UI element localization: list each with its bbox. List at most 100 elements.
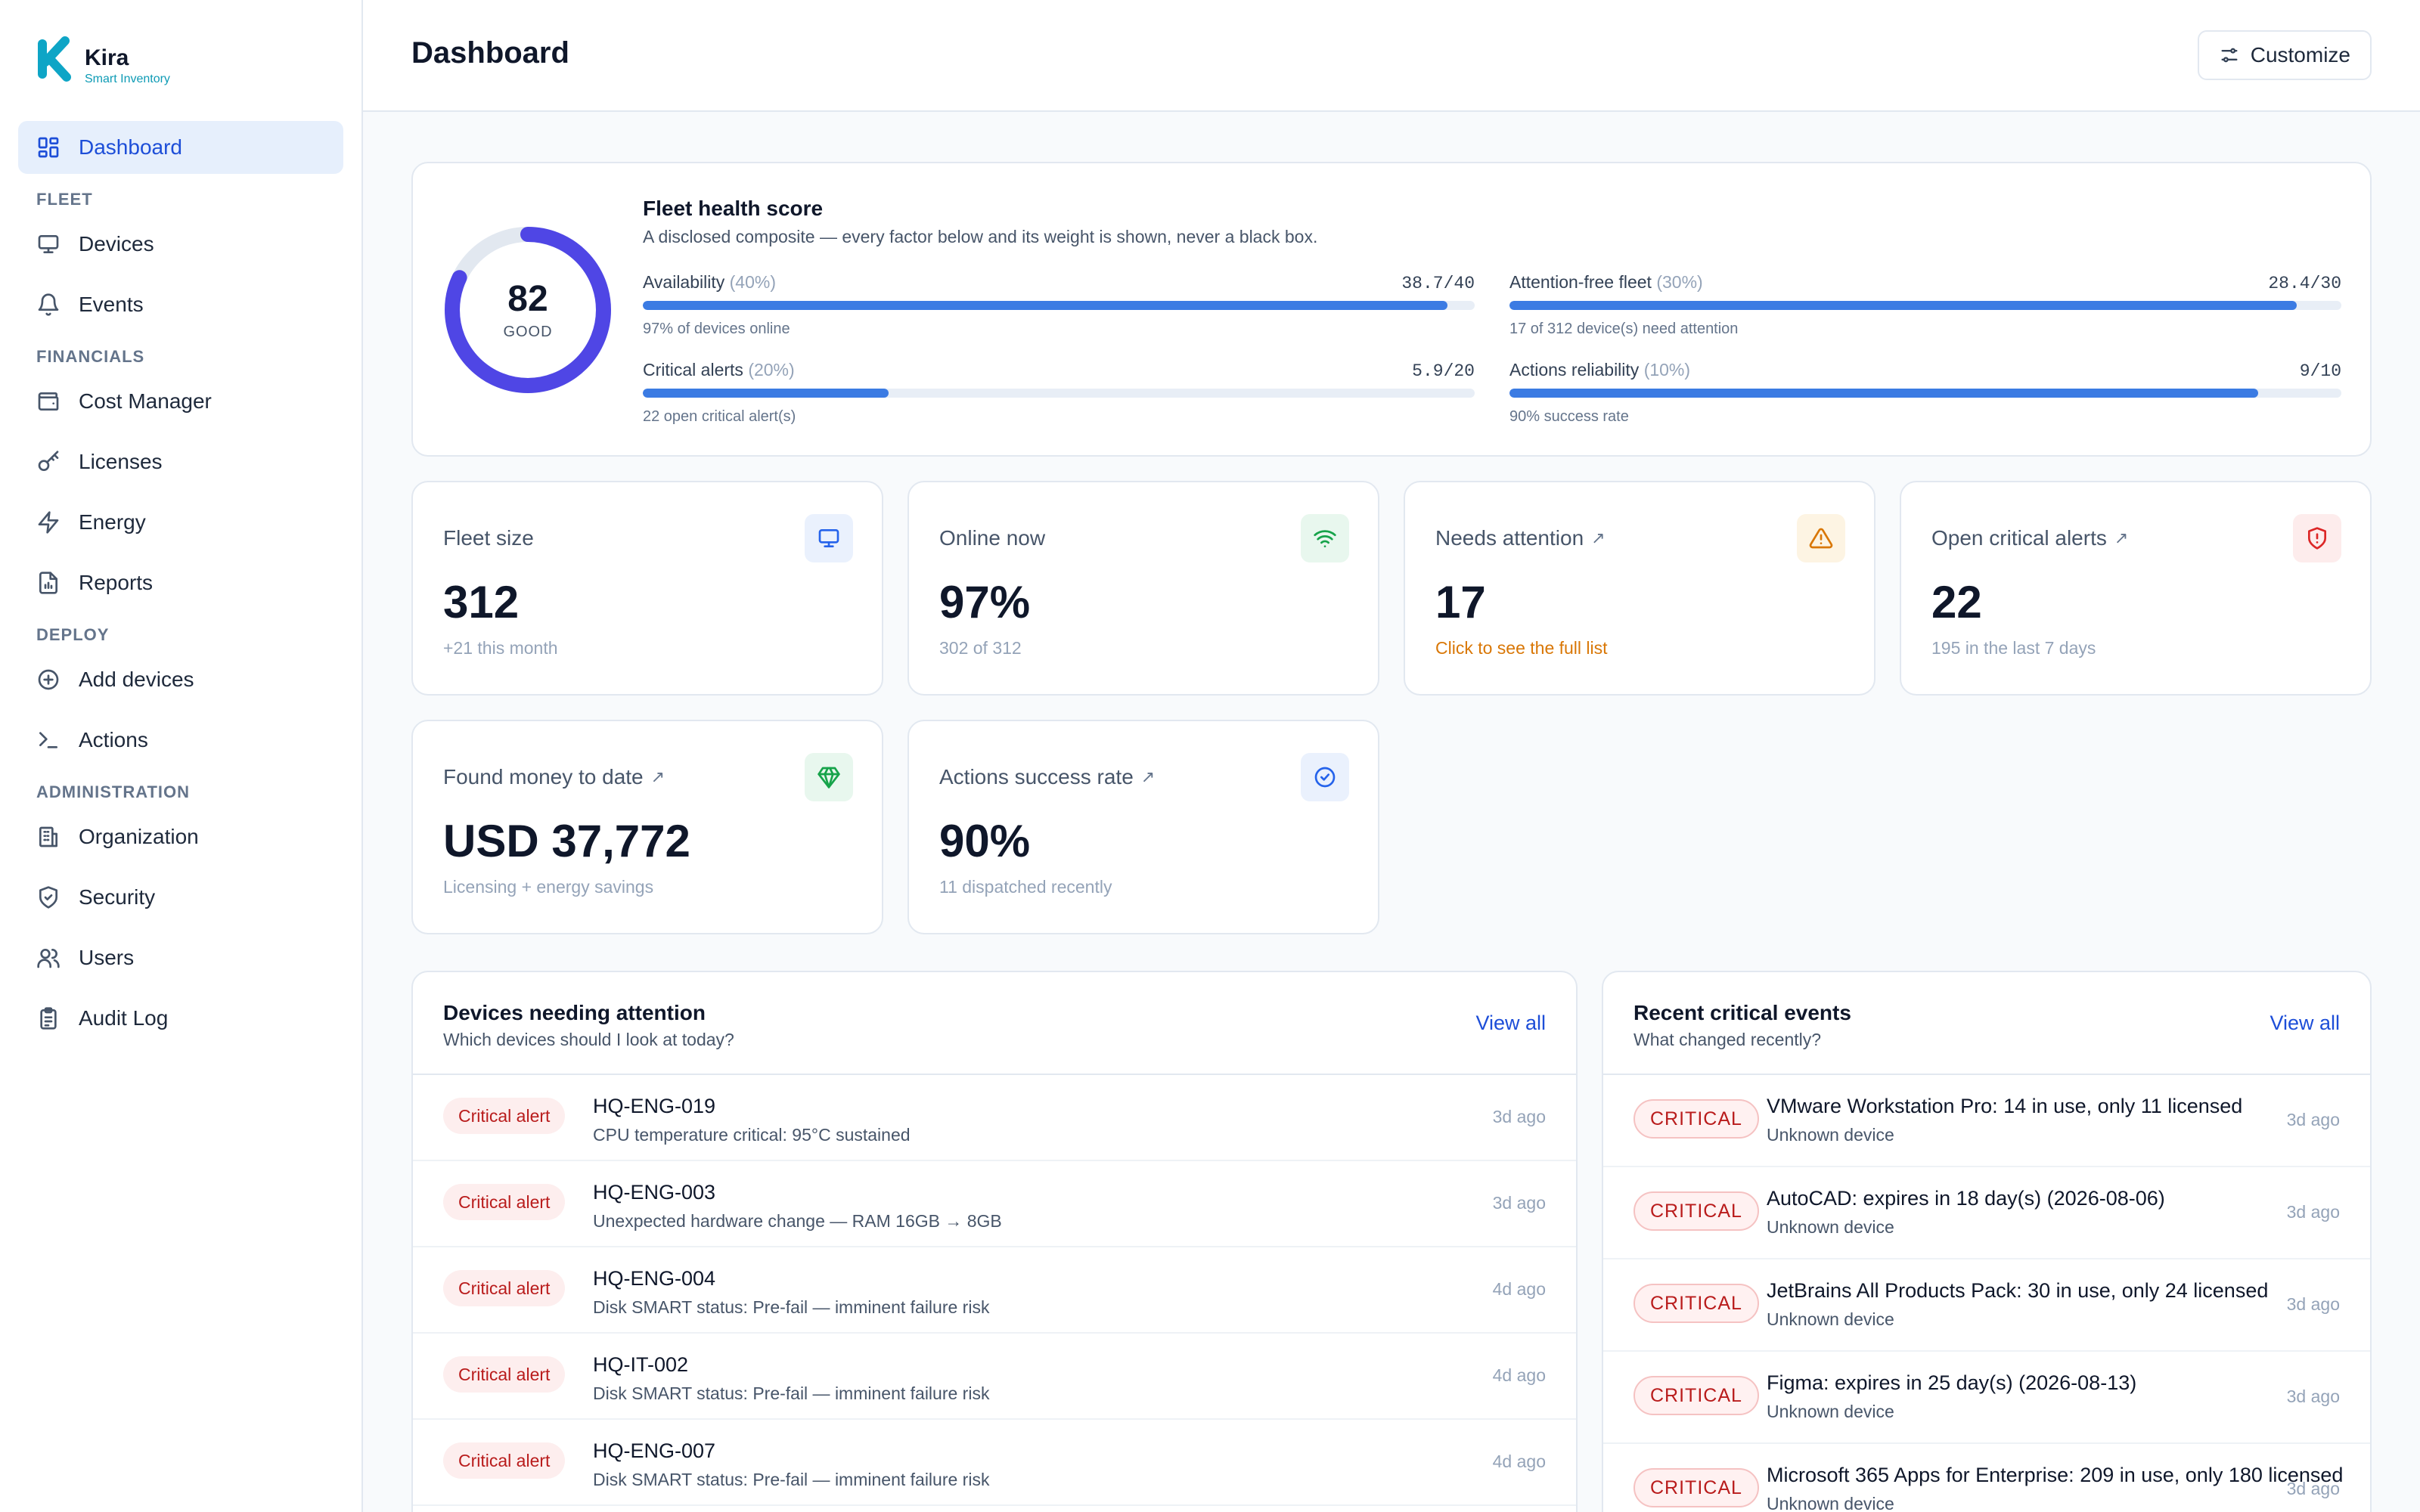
list-item[interactable]: CRITICAL Microsoft 365 Apps for Enterpri… [1603,1444,2370,1512]
health-factor-critical-alerts: Critical alerts (20%) 5.9/20 22 open cri… [643,360,1475,426]
event-title: JetBrains All Products Pack: 30 in use, … [1767,1279,2269,1302]
stat-title-label: Open critical alerts [1931,526,2107,550]
list-item[interactable]: CRITICAL Figma: expires in 25 day(s) (20… [1603,1352,2370,1444]
lightning-icon [38,511,59,534]
sidebar-item-users[interactable]: Users [18,931,343,984]
report-icon [39,572,57,594]
devices-needing-attention-card: Devices needing attention Which devices … [411,971,1578,1512]
sidebar-item-label: Reports [79,571,154,594]
sidebar-nav: Dashboard FLEET Devices Events FINANCIAL… [18,121,343,1052]
stat-card-actions-success-rate[interactable]: Actions success rate ↗ 90% 11 dispatched … [908,720,1379,934]
table-row[interactable]: Critical alert HQ-IT-002 Disk SMART stat… [413,1334,1576,1420]
dashboard-icon [38,137,59,158]
view-all-devices-link[interactable]: View all [1475,1012,1546,1034]
stat-title-label: Needs attention [1435,526,1584,550]
stat-icon-wrap [1301,514,1349,562]
stat-title: Found money to date ↗ [443,765,665,789]
see-full-list-link[interactable]: Click to see the full list [1435,638,1608,658]
stat-card-found-money[interactable]: Found money to date ↗ USD 37,772 Licensin… [411,720,883,934]
external-arrow-icon: ↗ [1140,767,1156,786]
event-device: Unknown device [1767,1494,1894,1512]
customize-label: Customize [2250,43,2350,67]
status-badge: Critical alert [443,1098,566,1134]
table-row[interactable]: Critical alert HQ-ENG-003 Unexpected har… [413,1161,1576,1247]
sidebar-item-audit-log[interactable]: Audit Log [18,992,343,1045]
clipboard-icon [40,1007,57,1030]
customize-button[interactable]: Customize [2197,30,2372,80]
terminal-icon [39,732,57,748]
row-time: 3d ago [2286,1110,2340,1129]
factor-name: Attention-free fleet (30%) [1509,272,1703,293]
sidebar-section-fleet: FLEET [36,190,93,209]
stat-sub: 302 of 312 [939,638,1022,658]
sidebar-item-label: Dashboard [79,135,182,159]
sidebar-item-events[interactable]: Events [18,278,343,331]
stat-icon-wrap [2293,514,2341,562]
stat-title-label: Fleet size [443,526,534,550]
stat-value: 17 [1435,577,1486,627]
stat-icon-wrap [805,514,853,562]
sidebar-item-security[interactable]: Security [18,871,343,924]
factor-name: Actions reliability (10%) [1509,360,1690,380]
factor-score: 9/10 [2299,361,2341,381]
sidebar-item-label: Energy [79,510,146,534]
factor-weight: (40%) [729,272,776,292]
stat-sub: Licensing + energy savings [443,877,654,897]
table-row[interactable]: Critical alert HQ-ENG-019 CPU temperatur… [413,1075,1576,1161]
sidebar-item-actions[interactable]: Actions [18,714,343,767]
list-item[interactable]: CRITICAL JetBrains All Products Pack: 30… [1603,1259,2370,1352]
sidebar-item-organization[interactable]: Organization [18,810,343,863]
stat-icon-wrap [1797,514,1845,562]
factor-bar-fill [1509,389,2258,398]
stat-title: Fleet size [443,526,534,550]
external-arrow-icon: ↗ [650,767,666,786]
sidebar-item-dashboard[interactable]: Dashboard [18,121,343,174]
stat-card-open-critical-alerts[interactable]: Open critical alerts ↗ 22 195 in the last… [1900,481,2372,696]
sidebar-item-energy[interactable]: Energy [18,496,343,549]
gem-icon [818,767,840,789]
stat-value: 97% [939,577,1031,627]
device-name: HQ-IT-002 [593,1353,689,1376]
table-row[interactable]: Critical alert HQ-ENG-004 Disk SMART sta… [413,1247,1576,1334]
device-detail: CPU temperature critical: 95°C sustained [593,1125,911,1145]
brand[interactable]: Kira Smart Inventory [35,36,170,86]
check-circle-icon [1314,767,1336,788]
status-badge: Critical alert [443,1356,566,1393]
stat-title: Needs attention ↗ [1435,526,1606,550]
stat-value: 312 [443,577,520,627]
stat-sub: +21 this month [443,638,558,658]
factor-bar [1509,301,2341,310]
list-item[interactable]: CRITICAL VMware Workstation Pro: 14 in u… [1603,1075,2370,1167]
sidebar-item-label: Users [79,946,135,969]
sidebar-item-label: Security [79,885,156,909]
view-all-events-link[interactable]: View all [2270,1012,2340,1034]
stat-card-online-now[interactable]: Online now 97% 302 of 312 [908,481,1379,696]
event-title: Figma: expires in 25 day(s) (2026-08-13) [1767,1371,2137,1394]
stat-card-fleet-size[interactable]: Fleet size 312 +21 this month [411,481,883,696]
sidebar-item-add-devices[interactable]: Add devices [18,653,343,706]
sidebar-item-reports[interactable]: Reports [18,556,343,609]
stat-title: Online now [939,526,1045,550]
page-title: Dashboard [411,36,569,70]
sidebar-item-devices[interactable]: Devices [18,218,343,271]
table-row[interactable]: Critical alert HQ-ENG-007 Disk SMART sta… [413,1420,1576,1506]
stat-card-needs-attention[interactable]: Needs attention ↗ 17 Click to see the ful… [1404,481,1876,696]
status-badge: Critical alert [443,1442,566,1479]
sidebar-item-label: Events [79,293,144,316]
factor-label: Actions reliability [1509,360,1640,380]
health-score-donut [445,227,611,393]
recent-critical-events-card: Recent critical events What changed rece… [1602,971,2372,1512]
list-item[interactable]: CRITICAL AutoCAD: expires in 18 day(s) (… [1603,1167,2370,1259]
factor-weight: (30%) [1656,272,1703,292]
sidebar-item-label: Add devices [79,668,194,691]
severity-badge: CRITICAL [1634,1099,1759,1139]
sidebar-item-cost-manager[interactable]: Cost Manager [18,375,343,428]
device-name: HQ-ENG-004 [593,1267,716,1290]
plus-circle-icon [38,669,59,690]
sidebar-item-licenses[interactable]: Licenses [18,435,343,488]
wallet-icon [38,392,59,411]
brand-name: Kira [85,45,129,70]
row-time: 3d ago [2286,1387,2340,1406]
list-subtitle: What changed recently? [1634,1030,1822,1049]
severity-badge: CRITICAL [1634,1376,1759,1415]
